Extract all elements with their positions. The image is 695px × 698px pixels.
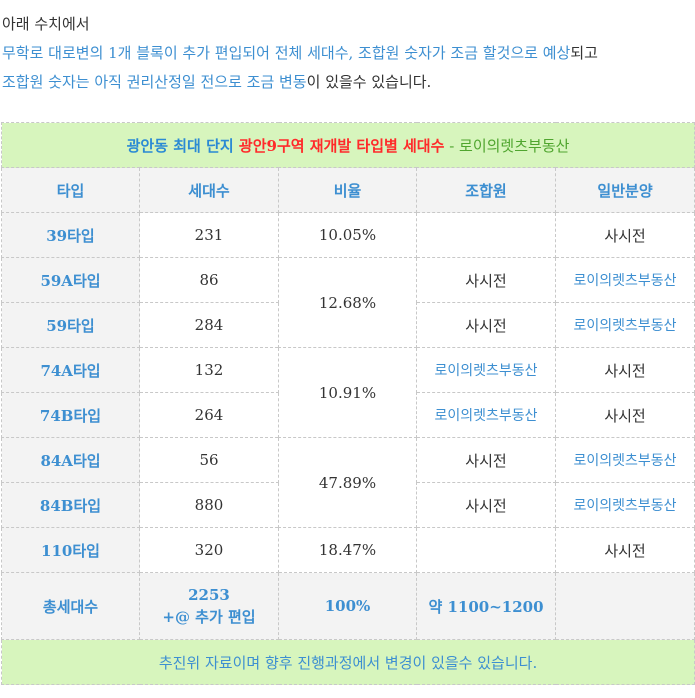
units-cell: 86 [139,257,279,303]
table-footer-note: 추진위 자료이며 향후 진행과정에서 변경이 있을수 있습니다. [0,639,695,685]
ratio-cell: 10.05% [278,212,417,258]
table-footer-row: 추진위 자료이며 향후 진행과정에서 변경이 있을수 있습니다. [0,639,695,685]
table-title: 광안동 최대 단지 광안9구역 재개발 타입별 세대수 - 로이의렛츠부동산 [0,122,695,168]
header-type: 타입 [1,167,140,213]
header-members: 조합원 [416,167,556,213]
general-cell: 사시전 [554,392,695,438]
general-cell: 사시전 [554,347,695,393]
type-cell: 110타입 [1,527,140,573]
members-cell: 사시전 [416,302,556,348]
type-cell: 84A타입 [1,437,140,483]
table-title-row: 광안동 최대 단지 광안9구역 재개발 타입별 세대수 - 로이의렛츠부동산 [0,122,695,168]
table-row: 74B타입 264 로이의렛츠부동산 사시전 [1,392,695,438]
table-row: 84B타입 880 사시전 로이의렛츠부동산 [1,482,695,528]
members-cell: 로이의렛츠부동산 [416,392,556,438]
table-row: 84A타입 56 47.89% 사시전 로이의렛츠부동산 [1,437,695,528]
general-cell: 로이의렛츠부동산 [554,302,695,348]
total-ratio: 100% [278,572,417,640]
members-cell: 사시전 [416,437,556,483]
intro-line-3: 조합원 숫자는 아직 권리산정일 전으로 조금 변동이 있을수 있습니다. [2,73,432,91]
general-cell: 사시전 [554,527,695,573]
total-row: 총세대수 2253 +@ 추가 편입 100% 약 1100~1200 [1,572,695,640]
units-cell: 56 [139,437,279,483]
general-cell: 로이의렛츠부동산 [554,482,695,528]
type-cell: 39타입 [1,212,140,258]
total-members: 약 1100~1200 [416,572,556,640]
table-row: 39타입 231 10.05% 사시전 [1,212,695,258]
type-cell: 84B타입 [1,482,140,528]
type-cell: 59A타입 [1,257,140,303]
intro-line-2: 무학로 대로변의 1개 블록이 추가 편입되어 전체 세대수, 조합원 숫자가 … [2,44,598,62]
units-cell: 264 [139,392,279,438]
units-cell: 231 [139,212,279,258]
type-cell: 74A타입 [1,347,140,393]
members-cell: 로이의렛츠부동산 [416,347,556,393]
total-units-count: 2253 [188,586,230,604]
header-units: 세대수 [139,167,279,213]
type-cell: 74B타입 [1,392,140,438]
ratio-cell: 47.89% [278,437,417,528]
unit-type-table: 광안동 최대 단지 광안9구역 재개발 타입별 세대수 - 로이의렛츠부동산 타… [0,122,695,685]
general-cell: 로이의렛츠부동산 [554,257,695,303]
total-units: 2253 +@ 추가 편입 [139,572,279,640]
members-cell: 사시전 [416,257,556,303]
table-header-row: 타입 세대수 비율 조합원 일반분양 [1,167,695,213]
intro-text: 아래 수치에서 무학로 대로변의 1개 블록이 추가 편입되어 전체 세대수, … [0,0,695,97]
ratio-cell: 12.68% [278,257,417,348]
header-ratio: 비율 [278,167,417,213]
table-row: 110타입 320 18.47% 사시전 [1,527,695,573]
members-cell: 사시전 [416,482,556,528]
type-cell: 59타입 [1,302,140,348]
intro-line-1: 아래 수치에서 [2,15,90,33]
members-cell [416,527,556,573]
general-cell: 사시전 [554,212,695,258]
members-cell [416,212,556,258]
total-units-note: +@ 추가 편입 [162,608,256,626]
total-label: 총세대수 [1,572,140,640]
table-row: 74A타입 132 10.91% 로이의렛츠부동산 사시전 [1,347,695,438]
table-row: 59타입 284 사시전 로이의렛츠부동산 [1,302,695,348]
units-cell: 284 [139,302,279,348]
ratio-cell: 10.91% [278,347,417,438]
general-cell: 로이의렛츠부동산 [554,437,695,483]
units-cell: 320 [139,527,279,573]
ratio-cell: 18.47% [278,527,417,573]
header-general: 일반분양 [554,167,695,213]
units-cell: 880 [139,482,279,528]
table-row: 59A타입 86 12.68% 사시전 로이의렛츠부동산 [1,257,695,348]
total-general [554,572,695,640]
units-cell: 132 [139,347,279,393]
